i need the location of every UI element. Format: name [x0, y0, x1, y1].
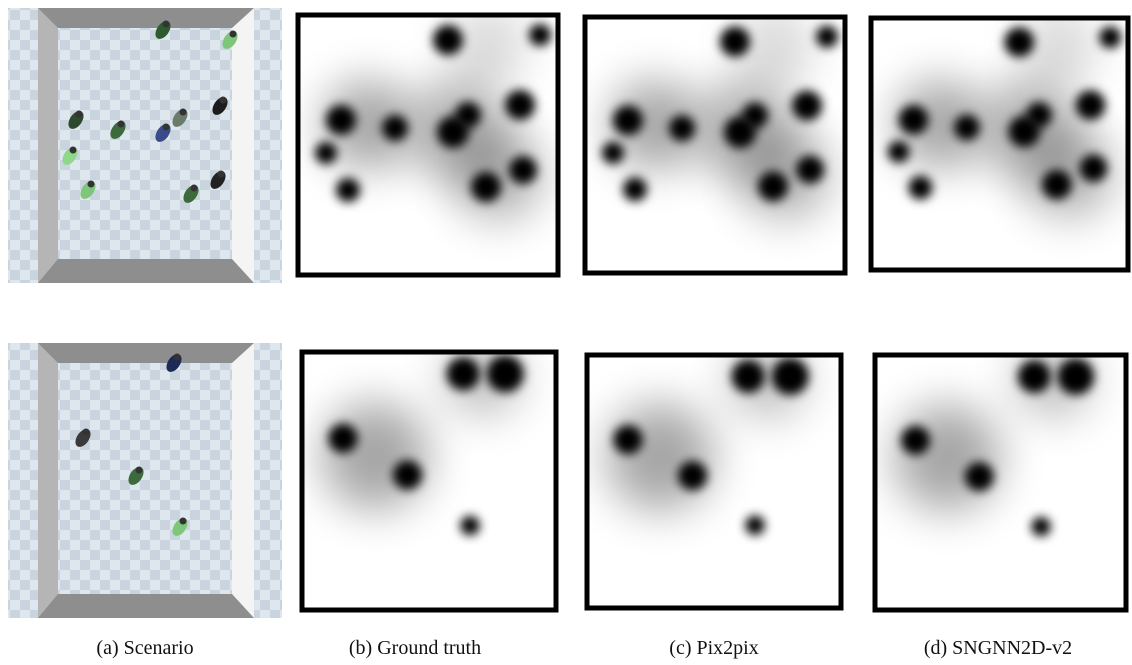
head: [118, 121, 125, 128]
blob: [1031, 517, 1050, 536]
heatmap: [587, 340, 841, 608]
blob: [888, 141, 910, 163]
blob: [745, 516, 765, 536]
head: [180, 109, 187, 116]
head: [136, 467, 143, 474]
blob: [1076, 90, 1106, 120]
blob: [1080, 154, 1108, 182]
blob: [315, 142, 337, 164]
heatmap: [871, 8, 1128, 270]
blob: [901, 426, 930, 455]
blob: [1018, 360, 1051, 393]
heatmap: [875, 341, 1126, 610]
blob: [909, 176, 933, 200]
blob: [382, 115, 408, 141]
haze: [322, 402, 429, 509]
wall-shade: [38, 8, 58, 283]
wall-shade: [232, 343, 254, 618]
blob: [732, 360, 765, 393]
blob: [742, 102, 768, 128]
figure: (a) Scenario (b) Ground truth (c) Pix2pi…: [0, 0, 1132, 665]
heatmap: [298, 5, 558, 275]
blob: [1026, 102, 1052, 128]
caption: (a) Scenario: [96, 637, 193, 659]
head: [174, 354, 181, 361]
head: [163, 21, 170, 28]
blob: [720, 27, 750, 57]
head: [180, 518, 187, 525]
blob: [792, 91, 822, 121]
blob: [505, 90, 535, 120]
blob: [796, 156, 824, 184]
blob: [678, 461, 707, 490]
inner-floor: [58, 363, 232, 594]
blob: [447, 357, 480, 390]
blob: [455, 102, 481, 128]
wall-shade: [38, 343, 58, 618]
scenario: [8, 8, 282, 283]
haze: [894, 405, 1000, 511]
inner-floor: [58, 28, 232, 259]
blob: [336, 178, 360, 202]
blob: [1004, 27, 1034, 57]
blob: [758, 171, 788, 201]
blob: [1042, 170, 1072, 200]
blob: [613, 105, 643, 135]
caption: (b) Ground truth: [349, 637, 481, 659]
head: [70, 147, 77, 154]
blob: [326, 105, 356, 135]
page: (a) Scenario (b) Ground truth (c) Pix2pi…: [0, 0, 1132, 665]
head: [76, 111, 83, 118]
blob: [460, 516, 480, 536]
head: [191, 185, 198, 192]
blob: [899, 105, 929, 135]
wall-shade: [232, 8, 254, 283]
head: [163, 124, 170, 131]
blob: [328, 424, 357, 453]
blob: [1099, 27, 1121, 49]
head: [88, 181, 95, 188]
blob: [433, 25, 463, 55]
blob: [509, 156, 537, 184]
head: [218, 171, 225, 178]
haze: [607, 403, 714, 510]
blob: [602, 142, 624, 164]
heatmap: [302, 338, 556, 610]
caption: (c) Pix2pix: [669, 637, 758, 659]
blob: [613, 425, 642, 454]
blob: [471, 172, 501, 202]
caption: (d) SNGNN2D-v2: [924, 637, 1072, 659]
blob: [623, 177, 647, 201]
head: [83, 429, 90, 436]
blob: [1057, 358, 1094, 395]
head: [230, 31, 237, 38]
blob: [529, 24, 551, 46]
blob: [954, 115, 980, 141]
blob: [487, 355, 524, 392]
blob: [669, 115, 695, 141]
head: [220, 97, 227, 104]
scenario: [8, 343, 282, 618]
blob: [772, 358, 809, 395]
blob: [816, 26, 838, 48]
blob: [393, 460, 422, 489]
blob: [965, 462, 994, 491]
heatmap: [585, 7, 845, 273]
